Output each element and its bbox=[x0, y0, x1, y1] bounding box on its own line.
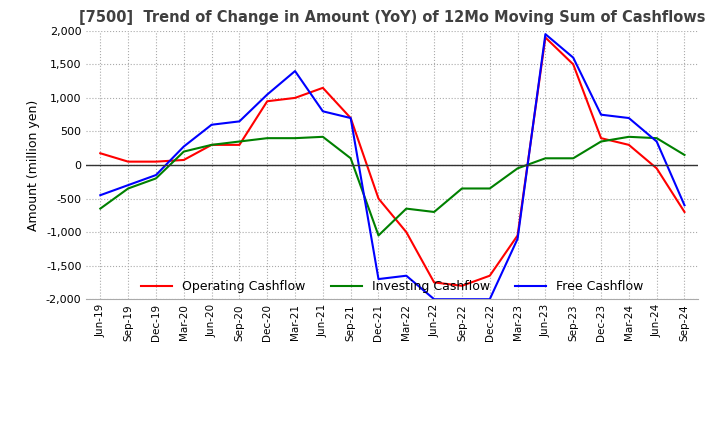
Free Cashflow bbox=[624, 115, 633, 121]
Investing Cashflow bbox=[680, 152, 689, 158]
Operating Cashflow bbox=[235, 142, 243, 147]
Operating Cashflow bbox=[152, 159, 161, 164]
Investing Cashflow bbox=[152, 176, 161, 181]
Operating Cashflow bbox=[624, 142, 633, 147]
Y-axis label: Amount (million yen): Amount (million yen) bbox=[27, 99, 40, 231]
Investing Cashflow bbox=[207, 142, 216, 147]
Free Cashflow bbox=[513, 236, 522, 242]
Investing Cashflow bbox=[291, 136, 300, 141]
Investing Cashflow bbox=[318, 134, 327, 139]
Investing Cashflow bbox=[179, 149, 188, 154]
Investing Cashflow bbox=[458, 186, 467, 191]
Free Cashflow bbox=[652, 139, 661, 144]
Free Cashflow bbox=[124, 183, 132, 188]
Free Cashflow bbox=[152, 172, 161, 178]
Operating Cashflow bbox=[263, 99, 271, 104]
Operating Cashflow bbox=[402, 230, 410, 235]
Investing Cashflow bbox=[541, 156, 550, 161]
Investing Cashflow bbox=[124, 186, 132, 191]
Operating Cashflow bbox=[680, 209, 689, 215]
Operating Cashflow bbox=[569, 62, 577, 67]
Investing Cashflow bbox=[513, 166, 522, 171]
Operating Cashflow bbox=[179, 158, 188, 163]
Investing Cashflow bbox=[402, 206, 410, 211]
Investing Cashflow bbox=[346, 156, 355, 161]
Operating Cashflow bbox=[207, 142, 216, 147]
Operating Cashflow bbox=[513, 233, 522, 238]
Operating Cashflow bbox=[374, 196, 383, 201]
Free Cashflow bbox=[207, 122, 216, 128]
Investing Cashflow bbox=[235, 139, 243, 144]
Investing Cashflow bbox=[597, 139, 606, 144]
Free Cashflow bbox=[541, 32, 550, 37]
Free Cashflow bbox=[569, 55, 577, 60]
Investing Cashflow bbox=[263, 136, 271, 141]
Free Cashflow bbox=[374, 276, 383, 282]
Free Cashflow bbox=[680, 202, 689, 208]
Line: Investing Cashflow: Investing Cashflow bbox=[100, 137, 685, 235]
Free Cashflow bbox=[458, 297, 467, 302]
Operating Cashflow bbox=[652, 166, 661, 171]
Free Cashflow bbox=[179, 144, 188, 149]
Title: [7500]  Trend of Change in Amount (YoY) of 12Mo Moving Sum of Cashflows: [7500] Trend of Change in Amount (YoY) o… bbox=[79, 11, 706, 26]
Investing Cashflow bbox=[430, 209, 438, 215]
Investing Cashflow bbox=[624, 134, 633, 139]
Operating Cashflow bbox=[541, 35, 550, 40]
Free Cashflow bbox=[291, 68, 300, 73]
Free Cashflow bbox=[430, 297, 438, 302]
Operating Cashflow bbox=[458, 283, 467, 289]
Free Cashflow bbox=[346, 115, 355, 121]
Free Cashflow bbox=[597, 112, 606, 117]
Operating Cashflow bbox=[96, 150, 104, 156]
Line: Operating Cashflow: Operating Cashflow bbox=[100, 37, 685, 286]
Operating Cashflow bbox=[346, 115, 355, 121]
Line: Free Cashflow: Free Cashflow bbox=[100, 34, 685, 299]
Free Cashflow bbox=[263, 92, 271, 97]
Operating Cashflow bbox=[485, 273, 494, 279]
Operating Cashflow bbox=[430, 280, 438, 285]
Free Cashflow bbox=[485, 297, 494, 302]
Investing Cashflow bbox=[569, 156, 577, 161]
Free Cashflow bbox=[318, 109, 327, 114]
Operating Cashflow bbox=[124, 159, 132, 164]
Free Cashflow bbox=[96, 193, 104, 198]
Operating Cashflow bbox=[291, 95, 300, 101]
Free Cashflow bbox=[402, 273, 410, 279]
Legend: Operating Cashflow, Investing Cashflow, Free Cashflow: Operating Cashflow, Investing Cashflow, … bbox=[136, 275, 649, 298]
Operating Cashflow bbox=[597, 136, 606, 141]
Investing Cashflow bbox=[96, 206, 104, 211]
Operating Cashflow bbox=[318, 85, 327, 91]
Free Cashflow bbox=[235, 119, 243, 124]
Investing Cashflow bbox=[485, 186, 494, 191]
Investing Cashflow bbox=[374, 233, 383, 238]
Investing Cashflow bbox=[652, 136, 661, 141]
